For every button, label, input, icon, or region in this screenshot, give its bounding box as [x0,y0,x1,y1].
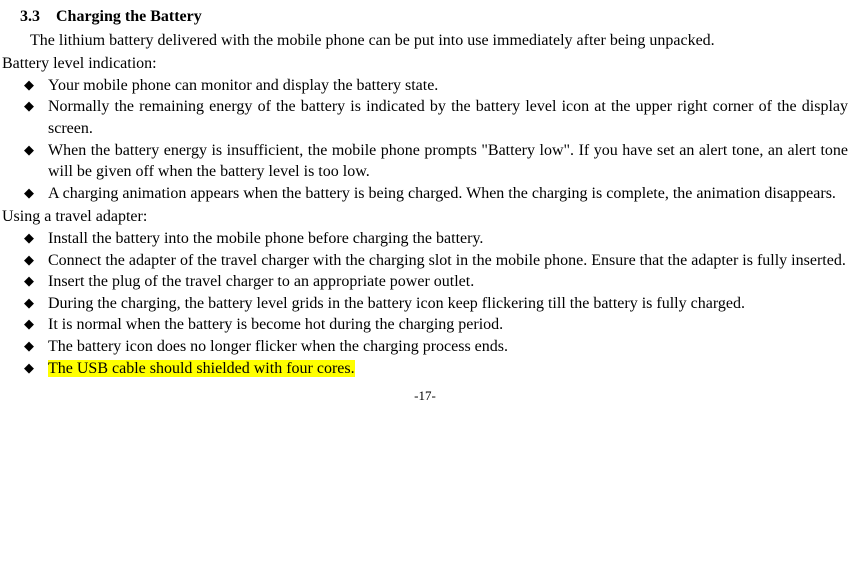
list-item: Install the battery into the mobile phon… [48,228,848,250]
section-number: 3.3 [20,6,56,28]
list-item: Insert the plug of the travel charger to… [48,271,848,293]
list-item: A charging animation appears when the ba… [48,183,848,205]
document-page: 3.3Charging the Battery The lithium batt… [0,0,850,405]
list-item: During the charging, the battery level g… [48,293,848,315]
list-item: It is normal when the battery is become … [48,314,848,336]
list-item: Connect the adapter of the travel charge… [48,250,848,272]
list-item: Your mobile phone can monitor and displa… [48,75,848,97]
section-heading: 3.3Charging the Battery [2,6,848,28]
battery-level-list: Your mobile phone can monitor and displa… [2,75,848,205]
intro-paragraph: The lithium battery delivered with the m… [2,30,848,52]
subheading-battery-level: Battery level indication: [2,53,848,75]
list-item: Normally the remaining energy of the bat… [48,96,848,139]
section-title: Charging the Battery [56,8,202,25]
highlighted-text: The USB cable should shielded with four … [48,360,355,377]
travel-adapter-list: Install the battery into the mobile phon… [2,228,848,379]
subheading-travel-adapter: Using a travel adapter: [2,206,848,228]
list-item: The USB cable should shielded with four … [48,358,848,380]
page-number: -17- [2,387,848,405]
list-item: The battery icon does no longer flicker … [48,336,848,358]
list-item: When the battery energy is insufficient,… [48,140,848,183]
